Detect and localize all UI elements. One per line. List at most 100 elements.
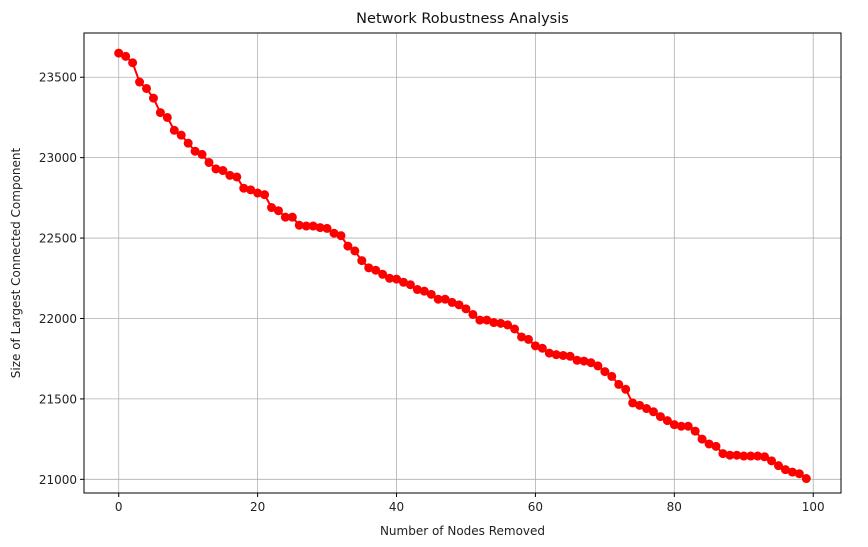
data-point (593, 361, 603, 371)
data-point (169, 125, 179, 135)
data-point (621, 384, 631, 394)
data-point (517, 332, 527, 342)
data-point (607, 371, 617, 381)
data-point (273, 206, 283, 216)
data-point (454, 300, 464, 310)
data-point (662, 416, 672, 426)
data-point (732, 450, 742, 460)
data-point (753, 451, 763, 461)
data-point (572, 355, 582, 365)
data-point (190, 146, 200, 156)
data-point (426, 289, 436, 299)
data-point (739, 451, 749, 461)
data-point (565, 351, 575, 361)
data-point (489, 318, 499, 328)
data-point (308, 221, 318, 231)
data-point (690, 426, 700, 436)
data-point (773, 461, 783, 471)
data-point (530, 341, 540, 351)
data-point (294, 220, 304, 230)
data-point (648, 407, 658, 417)
data-point (128, 58, 138, 68)
data-point (197, 149, 207, 159)
data-point (468, 309, 478, 319)
data-point (287, 212, 297, 222)
grid (84, 33, 841, 493)
data-point (218, 166, 228, 176)
data-point (371, 265, 381, 275)
data-point (683, 421, 693, 431)
data-point (280, 212, 290, 222)
series-line (118, 52, 807, 480)
data-point (697, 434, 707, 444)
data-point (211, 164, 221, 174)
data-point (760, 452, 770, 462)
y-axis-label: Size of Largest Connected Component (9, 147, 23, 378)
data-point (412, 285, 422, 295)
data-point (482, 315, 492, 325)
data-point (579, 356, 589, 366)
data-point (523, 334, 533, 344)
data-point (301, 221, 311, 231)
data-point (558, 350, 568, 360)
data-point (176, 130, 186, 140)
y-tick-label: 23500 (39, 71, 77, 85)
data-point (447, 297, 457, 307)
data-point (419, 286, 429, 296)
data-point (114, 48, 124, 58)
y-tick-label: 23000 (39, 151, 77, 165)
data-point (642, 404, 652, 414)
x-tick-label: 100 (802, 500, 825, 514)
series (114, 48, 811, 484)
y-tick-label: 21000 (39, 473, 77, 487)
x-tick-label: 80 (667, 500, 682, 514)
data-point (246, 185, 256, 195)
data-point (767, 456, 777, 466)
data-point (711, 441, 721, 451)
data-point (433, 294, 443, 304)
data-point (204, 157, 214, 167)
data-point (746, 451, 756, 461)
data-point (537, 343, 547, 353)
x-tick-label: 60 (528, 500, 543, 514)
data-point (135, 77, 145, 87)
data-point (801, 474, 811, 484)
data-point (704, 439, 714, 449)
data-point (378, 269, 388, 279)
chart-title: Network Robustness Analysis (356, 11, 569, 27)
data-point (780, 465, 790, 475)
axis-ticks: 0 20 40 60 80 100 21000 21500 22000 22500 23000 235… (39, 71, 825, 514)
data-point (676, 421, 686, 431)
data-point (329, 228, 339, 238)
data-point (315, 223, 325, 233)
data-point (162, 112, 172, 122)
data-point (628, 398, 638, 408)
data-point (503, 320, 513, 330)
data-point (398, 277, 408, 287)
data-point (787, 467, 797, 477)
data-point (350, 246, 360, 256)
x-tick-label: 20 (250, 500, 265, 514)
x-tick-label: 0 (115, 500, 123, 514)
data-point (357, 256, 367, 266)
data-point (343, 241, 353, 251)
data-point (600, 367, 610, 377)
data-point (322, 223, 332, 233)
y-tick-label: 22500 (39, 232, 77, 246)
data-point (635, 400, 645, 410)
data-point (655, 412, 665, 422)
data-point (148, 93, 158, 103)
data-point (718, 449, 728, 459)
data-point (551, 350, 561, 360)
data-point (392, 274, 402, 284)
y-tick-label: 21500 (39, 392, 77, 406)
data-point (586, 358, 596, 368)
data-point (475, 315, 485, 325)
data-point (232, 172, 242, 182)
data-point (496, 318, 506, 328)
data-point (364, 263, 374, 273)
x-tick-label: 40 (389, 500, 404, 514)
data-point (614, 379, 624, 389)
data-point (260, 190, 270, 200)
